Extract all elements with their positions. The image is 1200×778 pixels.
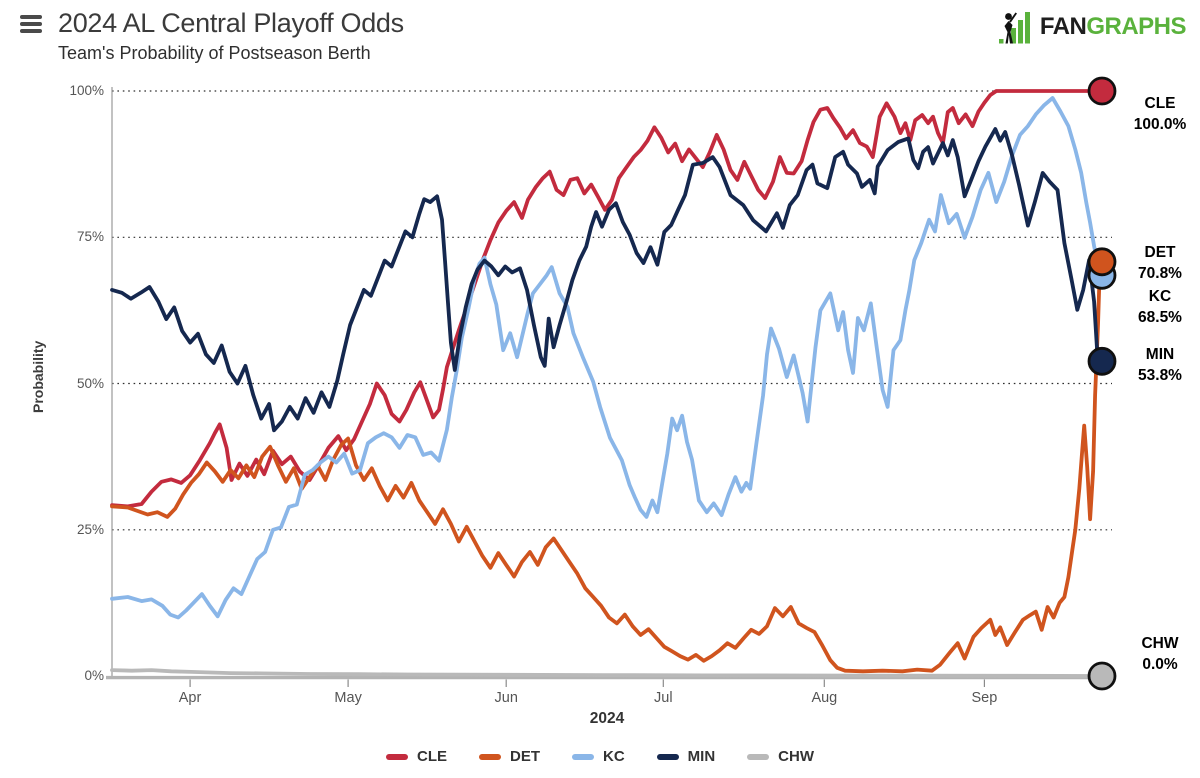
legend-swatch-CLE <box>386 753 408 760</box>
endpoint-marker-CHW[interactable] <box>1087 661 1117 691</box>
endpoint-label-DET: DET 70.8% <box>1122 242 1198 284</box>
y-tick-label-75%: 75% <box>76 229 104 245</box>
legend: CLE DET KC MIN CHW <box>0 748 1200 765</box>
endpoint-team-DET: DET <box>1144 243 1176 261</box>
endpoint-value-CLE: 100.0% <box>1133 116 1187 133</box>
y-tick-label-50%: 50% <box>76 375 104 391</box>
x-tick-label-Jul: Jul <box>654 690 673 706</box>
endpoint-team-MIN: MIN <box>1145 346 1175 364</box>
x-tick-label-May: May <box>334 690 362 706</box>
legend-swatch-MIN <box>656 753 679 760</box>
legend-label-CHW: CHW <box>778 748 814 765</box>
endpoint-label-CLE: CLE 100.0% <box>1122 93 1198 135</box>
endpoint-label-KC: KC 68.5% <box>1122 286 1198 328</box>
endpoint-marker-CLE[interactable] <box>1087 76 1117 106</box>
x-tick-label-Apr: Apr <box>178 690 202 706</box>
y-tick-label-0%: 0% <box>84 668 104 683</box>
endpoint-value-KC: 68.5% <box>1138 309 1182 327</box>
series-line-DET <box>110 259 1102 674</box>
endpoint-marker-DET[interactable] <box>1087 247 1117 277</box>
y-tick-label-25%: 25% <box>76 521 104 537</box>
legend-swatch-CHW <box>747 753 770 760</box>
endpoint-team-CHW: CHW <box>1141 635 1179 652</box>
legend-item-KC[interactable]: KC <box>572 748 625 765</box>
legend-label-CLE: CLE <box>417 748 447 765</box>
x-tick-label-Aug: Aug <box>811 690 838 706</box>
hamburger-menu-icon[interactable] <box>20 15 44 33</box>
x-axis-title: 2024 <box>589 710 625 727</box>
legend-item-DET[interactable]: DET <box>479 748 540 765</box>
endpoint-team-KC: KC <box>1148 288 1172 306</box>
page-subtitle: Team's Probability of Postseason Berth <box>58 43 371 63</box>
y-tick-label-100%: 100% <box>69 83 104 98</box>
fangraphs-logo[interactable]: FANGRAPHS <box>930 10 1186 44</box>
x-tick-label-Sep: Sep <box>971 690 998 706</box>
series-line-MIN <box>110 127 1102 433</box>
logo-text: FANGRAPHS <box>1039 13 1187 41</box>
fangraphs-batter-bars-icon <box>998 12 1030 44</box>
x-tick-label-Jun: Jun <box>494 690 518 706</box>
legend-swatch-KC <box>572 753 594 760</box>
series-line-CHW <box>110 668 1102 678</box>
legend-swatch-DET <box>479 753 501 760</box>
endpoint-value-MIN: 53.8% <box>1138 367 1182 385</box>
legend-label-DET: DET <box>510 748 540 765</box>
legend-item-MIN[interactable]: MIN <box>656 748 716 765</box>
series-line-KC <box>110 96 1102 620</box>
endpoint-value-DET: 70.8% <box>1138 264 1182 282</box>
page-title: 2024 AL Central Playoff Odds <box>58 8 404 38</box>
logo-graphs: GRAPHS <box>1086 13 1186 40</box>
endpoint-value-CHW: 0.0% <box>1142 656 1178 673</box>
legend-item-CLE[interactable]: CLE <box>386 748 447 765</box>
endpoint-marker-MIN[interactable] <box>1087 346 1117 376</box>
series-line-CLE <box>110 89 1102 509</box>
legend-label-KC: KC <box>603 748 625 765</box>
endpoint-team-CLE: CLE <box>1144 95 1176 112</box>
endpoint-label-CHW: CHW 0.0% <box>1122 633 1198 675</box>
logo-fan: FAN <box>1039 13 1087 40</box>
legend-item-CHW[interactable]: CHW <box>747 748 814 765</box>
endpoint-label-MIN: MIN 53.8% <box>1122 344 1198 386</box>
legend-label-MIN: MIN <box>687 748 716 765</box>
